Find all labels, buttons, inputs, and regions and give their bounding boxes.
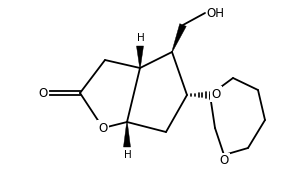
Text: O: O: [39, 86, 48, 100]
Polygon shape: [136, 46, 144, 68]
Text: O: O: [98, 122, 108, 134]
Text: O: O: [219, 154, 229, 167]
Polygon shape: [172, 24, 186, 52]
Text: O: O: [211, 87, 220, 101]
Polygon shape: [123, 122, 131, 147]
Text: H: H: [137, 33, 145, 43]
Text: OH: OH: [206, 6, 224, 19]
Text: H: H: [124, 150, 132, 160]
